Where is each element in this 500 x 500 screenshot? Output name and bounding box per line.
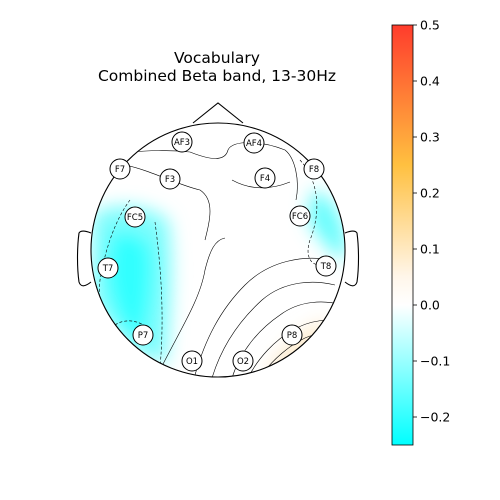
electrode-marker: [171, 131, 193, 153]
electrode-t7: T7: [97, 257, 119, 279]
electrode-label: AF3: [174, 138, 190, 148]
colorbar-tick-label: 0.4: [420, 74, 440, 89]
electrode-marker: [315, 255, 337, 277]
colorbar: −0.2 −0.1 0.0 0.1 0.2 0.3 0.4 0.5: [391, 18, 450, 446]
electrode-label: P7: [138, 331, 149, 341]
electrode-marker: [254, 167, 276, 189]
colorbar-gradient: [391, 24, 414, 446]
electrode-marker: [281, 324, 303, 346]
electrode-marker: [181, 350, 203, 372]
electrode-label: T7: [102, 264, 114, 274]
electrode-marker: [109, 158, 131, 180]
colorbar-ticks: −0.2 −0.1 0.0 0.1 0.2 0.3 0.4 0.5: [413, 18, 450, 425]
colorbar-tick-label: 0.1: [420, 242, 440, 257]
electrode-o2: O2: [232, 350, 254, 372]
colorbar-tick-label: 0.3: [420, 130, 440, 145]
electrode-label: O2: [237, 357, 249, 367]
electrode-marker: [132, 324, 154, 346]
electrode-f3: F3: [159, 168, 181, 190]
electrode-label: F8: [309, 165, 319, 175]
right-ear-icon: [344, 230, 360, 287]
electrode-af3: AF3: [171, 131, 193, 153]
electrode-label: F7: [115, 165, 125, 175]
electrode-label: O1: [186, 357, 198, 367]
electrode-af4: AF4: [243, 132, 265, 154]
nose-icon: [192, 102, 244, 124]
electrode-marker: [232, 350, 254, 372]
electrode-p8: P8: [281, 324, 303, 346]
electrode-f7: F7: [109, 158, 131, 180]
electrode-marker: [124, 206, 146, 228]
electrode-label: P8: [287, 331, 298, 341]
chart-subtitle: Combined Beta band, 13-30Hz: [97, 67, 337, 85]
electrode-label: FC6: [292, 212, 308, 222]
colorbar-tick-label: −0.2: [420, 410, 450, 425]
electrode-f4: F4: [254, 167, 276, 189]
electrode-label: F4: [260, 174, 270, 184]
electrode-marker: [243, 132, 265, 154]
colorbar-tick-label: 0.0: [420, 298, 440, 313]
colorbar-tick-label: 0.5: [420, 18, 440, 33]
electrode-marker: [97, 257, 119, 279]
electrode-t8: T8: [315, 255, 337, 277]
electrode-layer: AF3 AF4 F7 F3 F4 F8 FC5 FC6 T7 T8 P7 P8 O1 O2: [97, 131, 337, 372]
chart-title: Vocabulary: [174, 49, 260, 67]
electrode-marker: [303, 158, 325, 180]
electrode-label: F3: [165, 175, 175, 185]
left-ear-icon: [76, 230, 92, 287]
head-outline: [76, 102, 360, 378]
electrode-fc6: FC6: [289, 205, 311, 227]
colorbar-tick-label: −0.1: [420, 354, 450, 369]
electrode-o1: O1: [181, 350, 203, 372]
electrode-marker: [159, 168, 181, 190]
electrode-label: AF4: [246, 139, 262, 149]
electrode-marker: [289, 205, 311, 227]
colorbar-tick-label: 0.2: [420, 186, 440, 201]
electrode-fc5: FC5: [124, 206, 146, 228]
electrode-p7: P7: [132, 324, 154, 346]
electrode-label: FC5: [127, 213, 143, 223]
electrode-f8: F8: [303, 158, 325, 180]
electrode-label: T8: [320, 262, 332, 272]
